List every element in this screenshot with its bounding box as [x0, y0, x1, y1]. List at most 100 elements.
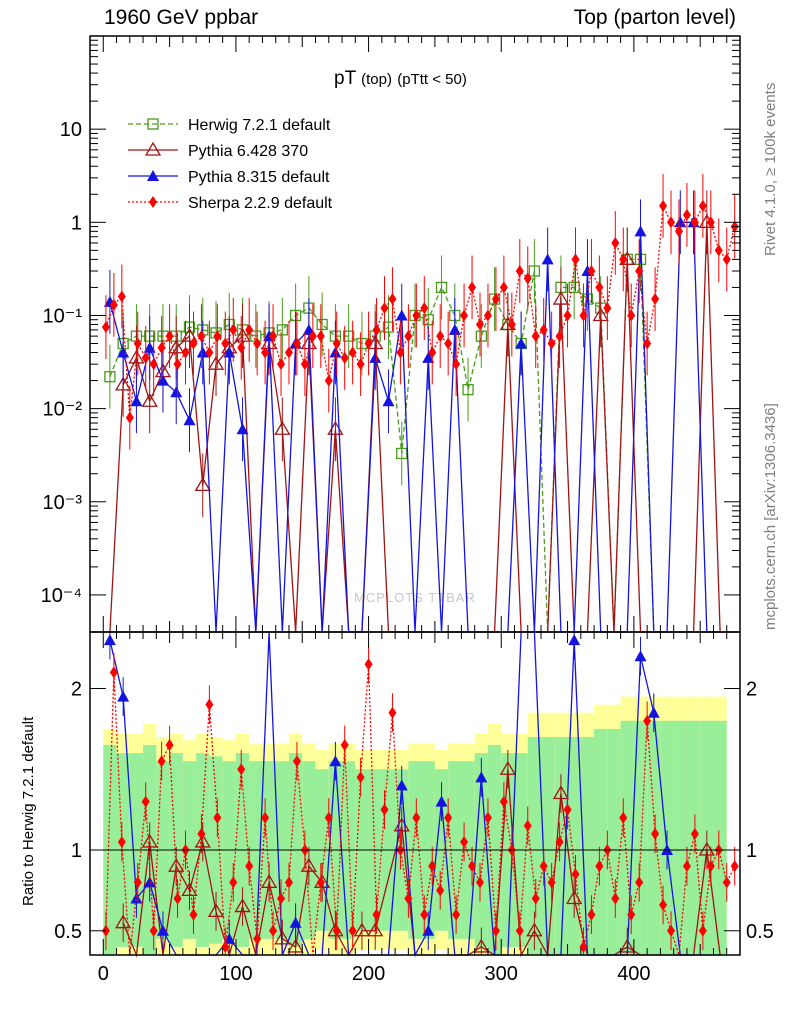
ratio-point-pythia6-9: [234, 898, 251, 913]
band-yellow-15: [302, 743, 316, 955]
point-sherpa-73: [682, 208, 691, 221]
band-green-16: [315, 769, 329, 931]
point-pythia6-30: [499, 316, 516, 331]
ratio-point-pythia8-40: [634, 650, 647, 662]
ratio-point-sherpa-67: [635, 876, 644, 889]
point-sherpa-18: [245, 323, 254, 336]
ratio-point-pythia8-25: [435, 795, 448, 807]
point-pythia6-45: [698, 214, 715, 228]
point-sherpa-66: [627, 309, 636, 322]
point-sherpa-47: [476, 318, 484, 331]
point-sherpa-8: [165, 330, 174, 343]
band-yellow-5: [169, 733, 183, 955]
band-green-23: [408, 761, 422, 939]
ratio-plot-series: [101, 631, 739, 958]
band-yellow-17: [328, 743, 343, 955]
point-pythia8-26: [448, 323, 461, 335]
legend-marker-sherpa: [149, 196, 157, 208]
point-pythia6-37: [592, 307, 609, 322]
ratio-point-sherpa-27: [316, 876, 325, 889]
point-sherpa-12: [197, 330, 206, 343]
point-sherpa-28: [324, 374, 333, 387]
main-plot-frame: [89, 35, 741, 633]
band-yellow-44: [686, 696, 701, 955]
point-sherpa-70: [659, 199, 668, 212]
point-herwig-37: [595, 302, 607, 314]
band-yellow-39: [620, 696, 634, 955]
ratio-point-sherpa-44: [452, 908, 461, 921]
band-green-25: [434, 769, 449, 931]
ratio-point-sherpa-76: [706, 860, 715, 873]
point-pythia8-17: [329, 346, 342, 358]
point-sherpa-36: [388, 293, 397, 306]
band-yellow-41: [647, 696, 661, 955]
legend-entry-pythia6: Pythia 6.428 370: [128, 141, 308, 160]
point-herwig-2: [130, 330, 143, 342]
ratio-point-pythia6-16: [327, 922, 344, 937]
ratio-point-sherpa-5: [141, 795, 150, 808]
point-pythia6-4: [154, 363, 172, 378]
ratio-point-sherpa-14: [213, 811, 222, 824]
point-sherpa-72: [674, 225, 683, 238]
band-yellow-28: [474, 733, 488, 955]
ratio-point-sherpa-4: [133, 876, 142, 889]
ratio-point-pythia6-13: [287, 938, 304, 953]
point-pythia8-33: [541, 253, 554, 265]
point-sherpa-9: [173, 358, 182, 371]
point-sherpa-42: [436, 330, 445, 343]
ratio-point-sherpa-13: [205, 698, 214, 711]
ratio-point-sherpa-36: [388, 706, 397, 719]
ratio-series-pythia6: [115, 749, 721, 958]
ratio-point-pythia6-18: [353, 922, 371, 937]
point-pythia8-12: [263, 330, 276, 342]
band-green-7: [196, 753, 210, 947]
point-sherpa-71: [667, 216, 676, 229]
band-yellow-19: [355, 749, 369, 951]
ratio-point-sherpa-65: [619, 811, 628, 824]
point-pythia8-14: [289, 337, 302, 349]
ratio-point-pythia6-4: [168, 857, 185, 872]
plot-title-cut: (pTtt < 50): [397, 71, 467, 88]
point-sherpa-33: [364, 337, 373, 350]
band-yellow-45: [700, 696, 714, 955]
ratio-point-pythia6-5: [181, 882, 198, 897]
point-sherpa-52: [515, 265, 524, 278]
point-sherpa-65: [619, 253, 628, 266]
point-herwig-32: [528, 265, 541, 277]
point-sherpa-45: [460, 309, 469, 322]
ratio-point-sherpa-37: [396, 844, 405, 857]
ratio-point-pythia6-43: [698, 841, 715, 856]
ratio-ytick-label-right-2: 0.5: [746, 921, 774, 943]
point-herwig-31: [515, 337, 527, 350]
band-yellow-23: [408, 743, 422, 955]
ratio-point-pythia8-1: [117, 690, 130, 702]
point-pythia6-1: [115, 376, 132, 391]
ratio-point-pythia8-4: [156, 924, 169, 936]
point-sherpa-6: [149, 358, 158, 371]
point-sherpa-34: [372, 323, 381, 336]
band-yellow-29: [487, 724, 502, 955]
ratio-point-sherpa-18: [245, 860, 254, 873]
ratio-point-sherpa-56: [547, 876, 556, 889]
series-line-pythia8: [109, 221, 721, 633]
ratio-point-sherpa-32: [356, 771, 365, 784]
point-sherpa-57: [555, 330, 564, 343]
ratio-point-sherpa-7: [157, 755, 166, 768]
point-herwig-10: [236, 324, 249, 336]
band-green-15: [302, 761, 316, 939]
band-green-27: [461, 761, 475, 939]
point-sherpa-63: [603, 302, 612, 315]
band-green-40: [633, 720, 648, 955]
point-sherpa-56: [547, 337, 556, 350]
ratio-point-sherpa-6: [149, 924, 158, 937]
band-yellow-46: [713, 696, 727, 955]
band-yellow-26: [448, 743, 462, 955]
band-green-35: [567, 736, 581, 955]
ratio-point-sherpa-38: [404, 892, 413, 905]
ratio-point-sherpa-43: [444, 811, 453, 824]
ratio-point-pythia6-15: [314, 874, 331, 888]
point-sherpa-48: [483, 309, 492, 322]
point-sherpa-69: [651, 293, 660, 306]
point-pythia6-12: [260, 335, 278, 350]
xtick-label-4: 400: [617, 963, 650, 985]
